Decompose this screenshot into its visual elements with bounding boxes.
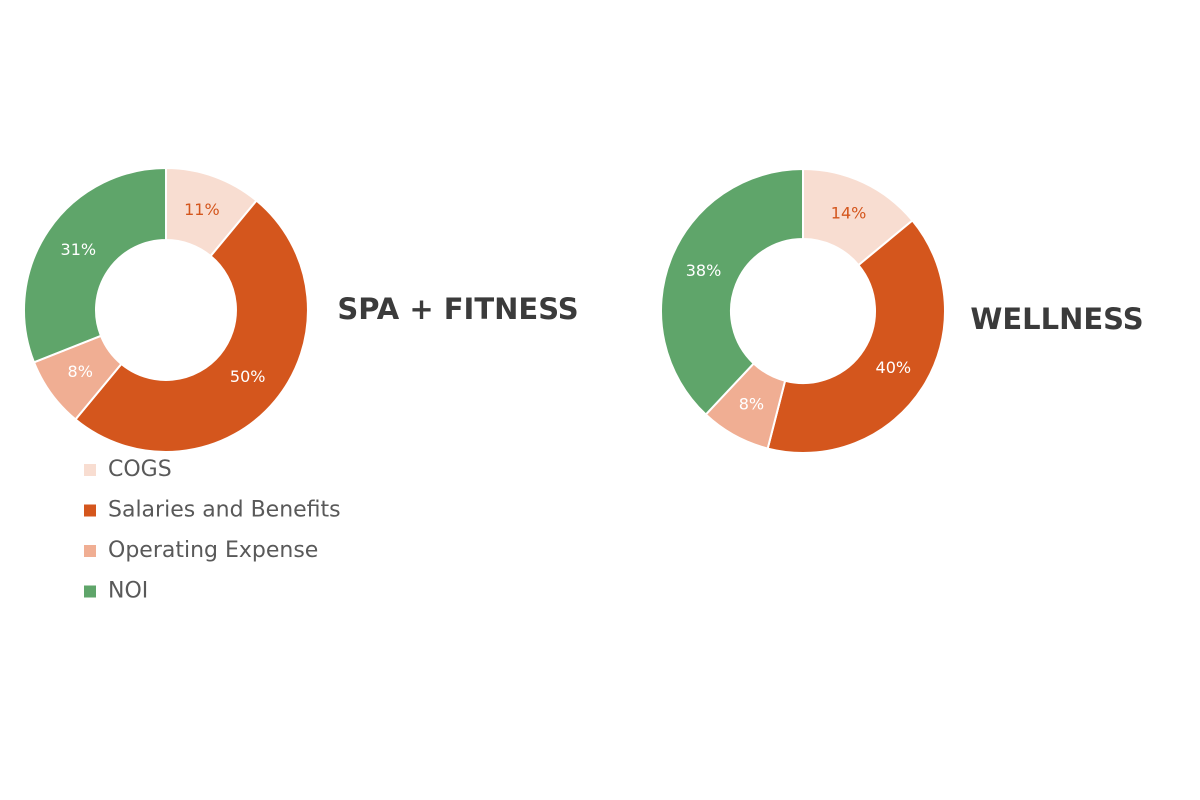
legend-text: Operating Expense bbox=[108, 538, 318, 563]
legend-text: Salaries and Benefits bbox=[108, 498, 341, 523]
donut-slice bbox=[74, 199, 309, 453]
slice-label: 40% bbox=[876, 358, 912, 377]
donut-slice bbox=[23, 166, 167, 364]
slice-label: 31% bbox=[61, 240, 97, 259]
legend-swatch bbox=[84, 464, 96, 476]
slice-label: 8% bbox=[739, 394, 764, 413]
slice-label: 38% bbox=[686, 261, 722, 280]
slice-label: 11% bbox=[184, 200, 220, 219]
slice-label: 14% bbox=[831, 204, 867, 223]
legend-text: NOI bbox=[108, 579, 148, 604]
slice-label: 8% bbox=[68, 362, 93, 381]
donut-slice bbox=[766, 219, 946, 454]
legend-text: COGS bbox=[108, 457, 172, 482]
legend-swatch bbox=[84, 585, 96, 598]
chart-title: WELLNESS bbox=[970, 302, 1143, 336]
legend-swatch bbox=[84, 504, 96, 517]
legend-swatch bbox=[84, 545, 96, 557]
donut-slice bbox=[659, 167, 804, 416]
slice-label: 50% bbox=[230, 367, 266, 386]
chart-title: SPA + FITNESS bbox=[337, 292, 578, 326]
